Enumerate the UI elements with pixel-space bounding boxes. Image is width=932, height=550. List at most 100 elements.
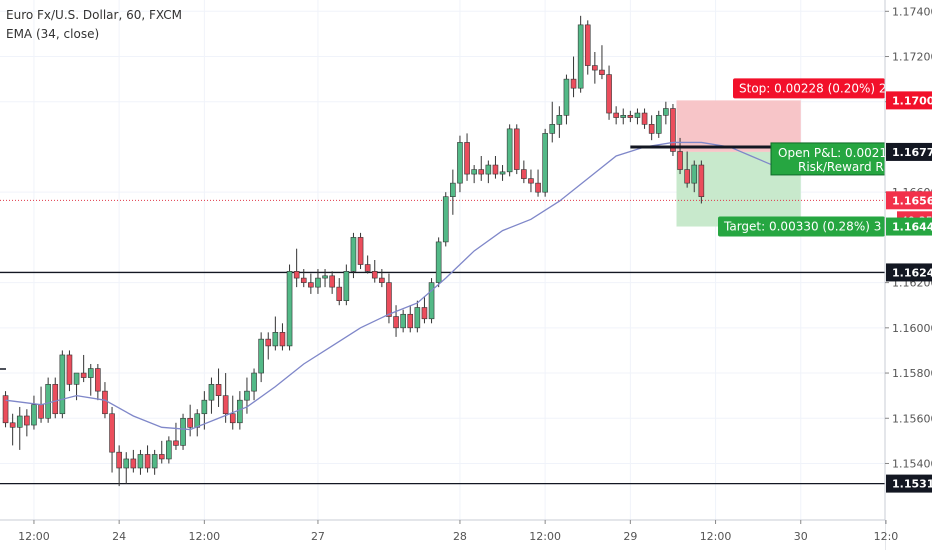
candle-body [329,275,335,288]
target-label-bg [718,216,885,237]
candle-body [414,307,421,329]
candle-body [80,372,87,378]
candle-body [648,124,655,134]
target-price-tag-bg [886,217,932,236]
candle-body [535,182,541,193]
risk-reward-text: Risk/Reward R [798,160,884,174]
price-tick-label: 1.16000 [892,322,932,335]
candle-body [471,169,477,175]
time-tick-label: 27 [311,530,325,543]
ema-line [5,141,773,431]
candle-body [450,182,456,197]
candle-body [343,271,350,301]
stop-label-text: Stop: 0.00228 (0.20%) 2 [739,81,887,95]
time-tick-label: 12:00 [18,530,50,543]
target-price-tag-text: 1.16448 [892,221,932,234]
candle-body [513,128,520,170]
candle-body [166,440,172,460]
candle-body [528,178,534,184]
candle-body [492,164,499,175]
candle-body [627,115,634,118]
candle-body [577,24,584,89]
candle-body [52,384,59,415]
candle-body [322,275,328,279]
candle-body [116,451,122,469]
price-tick-label: 1.15400 [892,457,932,470]
stop-label: Stop: 0.00228 (0.20%) 2 [733,78,887,99]
candle-body [592,65,598,71]
candle-body [400,313,406,329]
candle-body [641,112,648,125]
pnl-label-bg [770,142,886,176]
target-label: Target: 0.00330 (0.28%) 3 [718,216,885,237]
level-high-price-tag: 1.16245 [886,263,932,282]
price-tick-label: 1.15800 [892,367,932,380]
candle-body [31,404,37,426]
candle-body [563,78,570,116]
candle-body [407,313,414,329]
candle-body [87,368,94,378]
price-tick-label: 1.15600 [892,412,932,425]
entry-price-tag: 1.16778 [886,142,932,161]
candle-body [485,164,492,175]
candle-body [194,413,201,428]
candle-body [229,413,236,424]
price-tick-label: 1.17200 [892,51,932,64]
candle-body [599,69,605,75]
candle-body [158,454,165,460]
candle-body [521,169,527,179]
candle-body [464,142,470,175]
candle-body [16,415,23,428]
candle-body [570,78,577,89]
candle-body [237,399,243,424]
candle-body [698,164,705,197]
candle-body [308,282,314,288]
candle-body [300,277,307,283]
candle-body [251,372,257,392]
target-label-text: Target: 0.00330 (0.28%) 3 [723,220,881,234]
candle-body [258,338,264,374]
candle-body [556,115,563,125]
candle-body [109,413,115,453]
stop-price-tag-bg [886,91,932,110]
candle-body [315,277,321,288]
candle-body [187,417,193,428]
stop-price-tag-text: 1.17006 [892,94,932,107]
candle-body [66,354,73,385]
candle-body [38,404,44,419]
candle-body [684,169,690,184]
candle-body [173,440,179,446]
candle-body [137,454,144,469]
time-tick-label: 30 [794,530,808,543]
symbol-title: Euro Fx/U.S. Dollar, 60, FXCM [6,8,182,22]
candle-body [357,237,364,265]
time-tick-label: 12:00 [700,530,732,543]
candle-body [379,277,385,283]
entry-price-tag-text: 1.16778 [892,146,932,159]
price-tick-label: 1.17400 [892,5,932,18]
candle-body [130,458,137,469]
candle-body [215,384,222,396]
time-tick-label: 28 [453,530,467,543]
time-tick-label: 29 [623,530,637,543]
time-tick-label: 12:00 [188,530,220,543]
candle-body [542,133,548,193]
candle-body [663,108,669,116]
candle-body [435,241,442,283]
candle-body [691,164,698,184]
candle-body [222,395,229,415]
candle-body [364,264,371,272]
candle-body [613,112,619,118]
candle-body [634,112,641,118]
candle-body [506,128,513,173]
time-tick-label: 12:00 [529,530,561,543]
chart-legend: Euro Fx/U.S. Dollar, 60, FXCM EMA (34, c… [6,6,182,44]
candle-body [371,271,378,279]
candle-body [457,142,463,184]
candle-body [350,237,357,272]
current-price-tag-text: 1.16564 [892,194,932,207]
